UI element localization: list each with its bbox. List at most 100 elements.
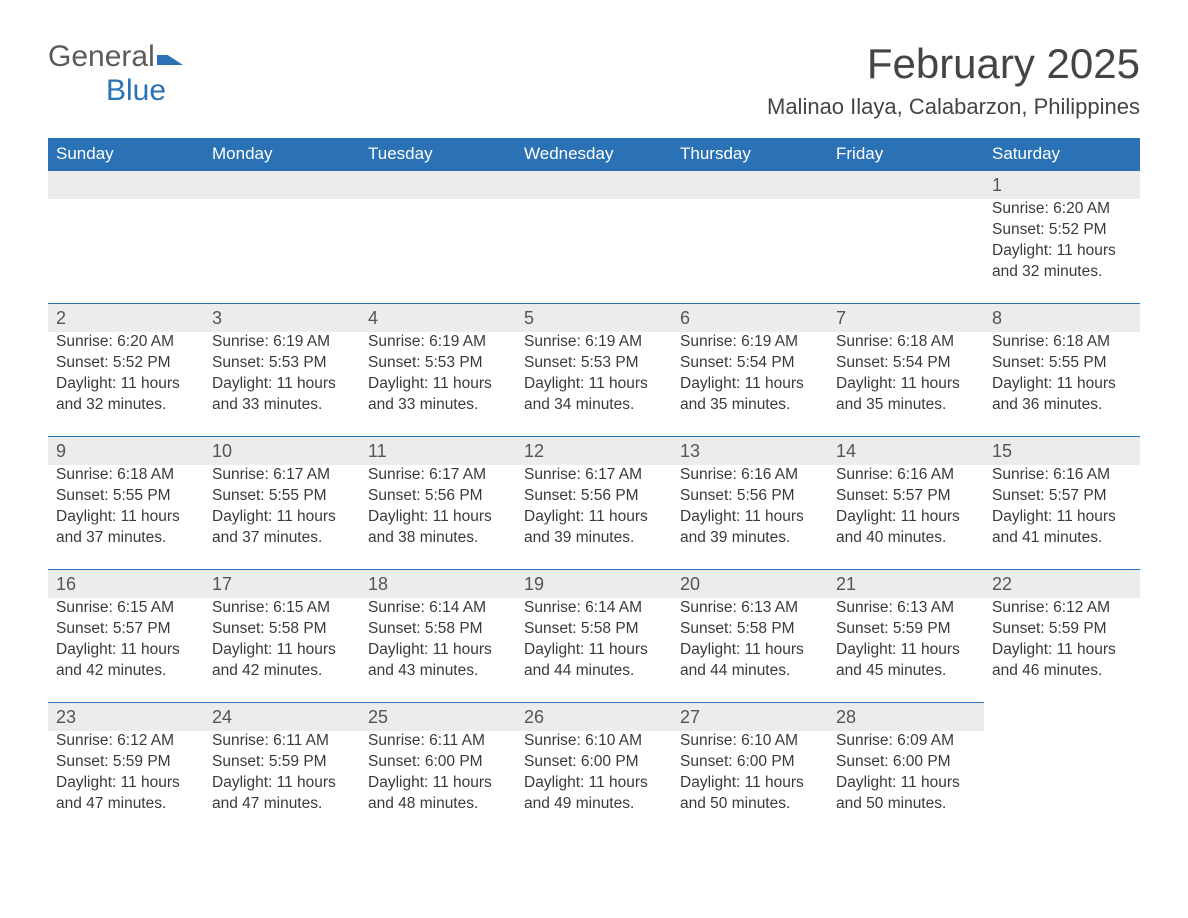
day-content-cell: Sunrise: 6:18 AMSunset: 5:54 PMDaylight:…	[828, 332, 984, 436]
day-number-cell: 13	[672, 436, 828, 465]
day-number-cell: 15	[984, 436, 1140, 465]
week-row: Sunrise: 6:12 AMSunset: 5:59 PMDaylight:…	[48, 731, 1140, 835]
day-content-cell: Sunrise: 6:19 AMSunset: 5:53 PMDaylight:…	[204, 332, 360, 436]
sunset-text: Sunset: 5:55 PM	[56, 486, 196, 507]
daylight-text: Daylight: 11 hours	[680, 640, 820, 661]
daylight-text: Daylight: 11 hours	[56, 773, 196, 794]
daylight-text: and 39 minutes.	[680, 528, 820, 549]
daylight-text: and 46 minutes.	[992, 661, 1132, 682]
sunset-text: Sunset: 5:59 PM	[992, 619, 1132, 640]
week-row: Sunrise: 6:20 AMSunset: 5:52 PMDaylight:…	[48, 199, 1140, 303]
logo-word2: Blue	[106, 74, 166, 107]
day-number-cell: 10	[204, 436, 360, 465]
logo-flag-icon	[157, 48, 185, 71]
daylight-text: and 40 minutes.	[836, 528, 976, 549]
week-row: Sunrise: 6:15 AMSunset: 5:57 PMDaylight:…	[48, 598, 1140, 702]
day-number-cell: 6	[672, 303, 828, 332]
day-content-cell: Sunrise: 6:12 AMSunset: 5:59 PMDaylight:…	[48, 731, 204, 835]
sunset-text: Sunset: 5:55 PM	[992, 353, 1132, 374]
daylight-text: and 50 minutes.	[836, 794, 976, 815]
sunrise-text: Sunrise: 6:15 AM	[212, 598, 352, 619]
daylight-text: Daylight: 11 hours	[836, 773, 976, 794]
day-number-cell: 27	[672, 702, 828, 731]
day-content-cell: Sunrise: 6:19 AMSunset: 5:53 PMDaylight:…	[516, 332, 672, 436]
logo-text: General Blue	[48, 40, 185, 108]
day-number-cell: 25	[360, 702, 516, 731]
sunrise-text: Sunrise: 6:20 AM	[56, 332, 196, 353]
day-content-cell: Sunrise: 6:12 AMSunset: 5:59 PMDaylight:…	[984, 598, 1140, 702]
day-content-cell: Sunrise: 6:18 AMSunset: 5:55 PMDaylight:…	[48, 465, 204, 569]
day-number-cell: 4	[360, 303, 516, 332]
day-content-cell: Sunrise: 6:17 AMSunset: 5:56 PMDaylight:…	[516, 465, 672, 569]
daylight-text: Daylight: 11 hours	[680, 507, 820, 528]
day-content-cell: Sunrise: 6:16 AMSunset: 5:57 PMDaylight:…	[828, 465, 984, 569]
day-number-cell: 17	[204, 569, 360, 598]
day-number-cell: 5	[516, 303, 672, 332]
day-content-cell: Sunrise: 6:16 AMSunset: 5:57 PMDaylight:…	[984, 465, 1140, 569]
sunset-text: Sunset: 5:55 PM	[212, 486, 352, 507]
logo: General Blue	[48, 40, 185, 108]
day-number-cell: 22	[984, 569, 1140, 598]
daylight-text: Daylight: 11 hours	[992, 241, 1132, 262]
sunset-text: Sunset: 5:58 PM	[680, 619, 820, 640]
day-number-cell: 12	[516, 436, 672, 465]
daylight-text: and 48 minutes.	[368, 794, 508, 815]
daylight-text: Daylight: 11 hours	[836, 640, 976, 661]
sunrise-text: Sunrise: 6:12 AM	[56, 731, 196, 752]
daylight-text: and 32 minutes.	[992, 262, 1132, 283]
sunset-text: Sunset: 5:52 PM	[992, 220, 1132, 241]
daynum-row: 9101112131415	[48, 436, 1140, 465]
day-content-cell	[672, 199, 828, 303]
sunset-text: Sunset: 5:54 PM	[680, 353, 820, 374]
sunset-text: Sunset: 5:53 PM	[368, 353, 508, 374]
day-number-cell: 21	[828, 569, 984, 598]
sunset-text: Sunset: 5:57 PM	[836, 486, 976, 507]
daylight-text: Daylight: 11 hours	[524, 507, 664, 528]
sunrise-text: Sunrise: 6:19 AM	[212, 332, 352, 353]
daylight-text: and 47 minutes.	[56, 794, 196, 815]
day-number-cell: 16	[48, 569, 204, 598]
day-content-cell	[828, 199, 984, 303]
daylight-text: and 41 minutes.	[992, 528, 1132, 549]
daylight-text: and 35 minutes.	[836, 395, 976, 416]
title-block: February 2025 Malinao Ilaya, Calabarzon,…	[767, 40, 1140, 120]
sunrise-text: Sunrise: 6:19 AM	[524, 332, 664, 353]
daylight-text: and 33 minutes.	[212, 395, 352, 416]
weekday-header: Friday	[828, 138, 984, 171]
sunrise-text: Sunrise: 6:16 AM	[992, 465, 1132, 486]
sunrise-text: Sunrise: 6:20 AM	[992, 199, 1132, 220]
day-number-cell: 18	[360, 569, 516, 598]
day-number-cell	[984, 702, 1140, 731]
day-number-cell	[48, 171, 204, 200]
sunset-text: Sunset: 5:59 PM	[836, 619, 976, 640]
day-content-cell: Sunrise: 6:19 AMSunset: 5:53 PMDaylight:…	[360, 332, 516, 436]
sunset-text: Sunset: 6:00 PM	[836, 752, 976, 773]
sunrise-text: Sunrise: 6:11 AM	[368, 731, 508, 752]
daylight-text: Daylight: 11 hours	[56, 640, 196, 661]
sunrise-text: Sunrise: 6:16 AM	[680, 465, 820, 486]
daylight-text: and 44 minutes.	[680, 661, 820, 682]
weekday-header: Tuesday	[360, 138, 516, 171]
day-number-cell	[828, 171, 984, 200]
sunrise-text: Sunrise: 6:15 AM	[56, 598, 196, 619]
daynum-row: 232425262728	[48, 702, 1140, 731]
sunrise-text: Sunrise: 6:10 AM	[680, 731, 820, 752]
day-content-cell	[516, 199, 672, 303]
sunrise-text: Sunrise: 6:18 AM	[836, 332, 976, 353]
daylight-text: Daylight: 11 hours	[836, 507, 976, 528]
day-number-cell	[516, 171, 672, 200]
day-number-cell: 7	[828, 303, 984, 332]
sunset-text: Sunset: 6:00 PM	[680, 752, 820, 773]
daylight-text: Daylight: 11 hours	[368, 507, 508, 528]
daynum-row: 2345678	[48, 303, 1140, 332]
sunset-text: Sunset: 5:53 PM	[212, 353, 352, 374]
day-content-cell: Sunrise: 6:17 AMSunset: 5:56 PMDaylight:…	[360, 465, 516, 569]
sunrise-text: Sunrise: 6:11 AM	[212, 731, 352, 752]
daylight-text: and 37 minutes.	[212, 528, 352, 549]
daylight-text: and 47 minutes.	[212, 794, 352, 815]
daylight-text: and 43 minutes.	[368, 661, 508, 682]
day-number-cell: 28	[828, 702, 984, 731]
sunset-text: Sunset: 6:00 PM	[368, 752, 508, 773]
day-content-cell: Sunrise: 6:09 AMSunset: 6:00 PMDaylight:…	[828, 731, 984, 835]
sunrise-text: Sunrise: 6:16 AM	[836, 465, 976, 486]
